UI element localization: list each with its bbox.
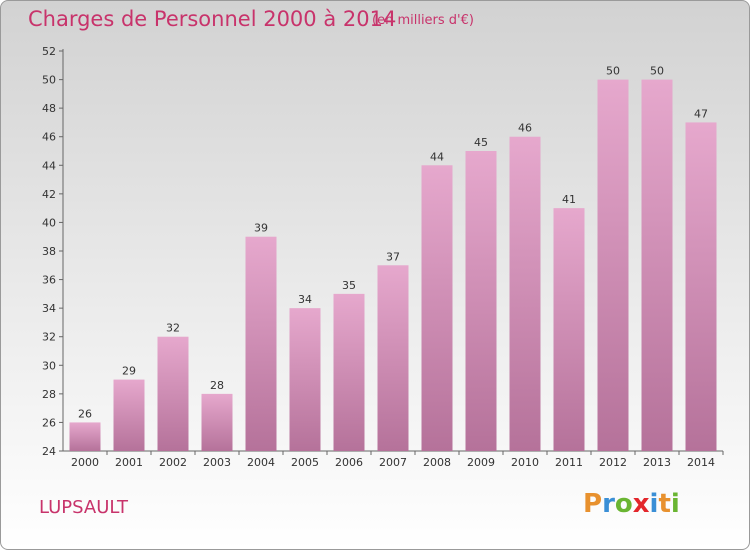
data-label: 50 <box>650 65 664 78</box>
data-label: 45 <box>474 136 488 149</box>
chart-unit: (en milliers d'€) <box>372 13 474 28</box>
x-tick-label: 2009 <box>467 456 495 469</box>
bar <box>69 422 101 451</box>
x-tick-label: 2014 <box>687 456 715 469</box>
y-tick-label: 40 <box>42 216 56 229</box>
data-label: 35 <box>342 279 356 292</box>
proxiti-logo[interactable]: Proxiti <box>583 489 680 519</box>
y-tick-label: 48 <box>42 102 56 115</box>
x-tick-label: 2011 <box>555 456 583 469</box>
y-tick-label: 38 <box>42 245 56 258</box>
bar <box>509 136 541 451</box>
x-tick-label: 2001 <box>115 456 143 469</box>
y-tick-label: 28 <box>42 388 56 401</box>
bar <box>201 393 233 451</box>
bar <box>157 336 189 451</box>
logo-letter: r <box>602 489 615 519</box>
x-tick-label: 2010 <box>511 456 539 469</box>
data-label: 46 <box>518 122 532 135</box>
bar <box>685 122 717 451</box>
data-label: 28 <box>210 379 224 392</box>
x-tick-label: 2006 <box>335 456 363 469</box>
y-tick-label: 30 <box>42 359 56 372</box>
x-tick-label: 2007 <box>379 456 407 469</box>
data-label: 32 <box>166 322 180 335</box>
bar <box>465 151 497 451</box>
bar <box>333 293 365 451</box>
data-label: 50 <box>606 65 620 78</box>
data-label: 47 <box>694 107 708 120</box>
data-label: 29 <box>122 365 136 378</box>
data-label: 41 <box>562 193 576 206</box>
logo-letter: i <box>649 489 659 519</box>
data-label: 34 <box>298 293 312 306</box>
bar <box>641 79 673 452</box>
y-tick-label: 46 <box>42 131 56 144</box>
y-tick-label: 42 <box>42 188 56 201</box>
bar <box>377 265 409 451</box>
data-label: 44 <box>430 150 444 163</box>
bar <box>113 379 145 451</box>
y-tick-label: 32 <box>42 331 56 344</box>
x-tick-label: 2008 <box>423 456 451 469</box>
y-tick-label: 34 <box>42 302 56 315</box>
logo-letter: t <box>658 489 671 519</box>
bar <box>553 208 585 451</box>
chart-title: Charges de Personnel 2000 à 2014 <box>28 7 397 31</box>
logo-letter: x <box>632 489 650 519</box>
commune-name: LUPSAULT <box>39 497 128 518</box>
y-tick-label: 52 <box>42 45 56 58</box>
y-tick-label: 24 <box>42 445 56 458</box>
x-tick-label: 2013 <box>643 456 671 469</box>
data-label: 26 <box>78 407 92 420</box>
x-tick-label: 2012 <box>599 456 627 469</box>
logo-letter: P <box>583 489 603 519</box>
bar <box>245 236 277 451</box>
y-tick-label: 36 <box>42 274 56 287</box>
data-label: 39 <box>254 222 268 235</box>
logo-letter: o <box>614 489 633 519</box>
y-tick-label: 26 <box>42 416 56 429</box>
x-tick-label: 2000 <box>71 456 99 469</box>
x-tick-label: 2004 <box>247 456 275 469</box>
x-tick-label: 2003 <box>203 456 231 469</box>
y-tick-label: 50 <box>42 74 56 87</box>
logo-letter: i <box>670 489 680 519</box>
y-tick-label: 44 <box>42 159 56 172</box>
x-tick-label: 2005 <box>291 456 319 469</box>
bar <box>597 79 629 452</box>
x-tick-label: 2002 <box>159 456 187 469</box>
bar <box>289 308 321 451</box>
bar <box>421 165 453 452</box>
data-label: 37 <box>386 250 400 263</box>
